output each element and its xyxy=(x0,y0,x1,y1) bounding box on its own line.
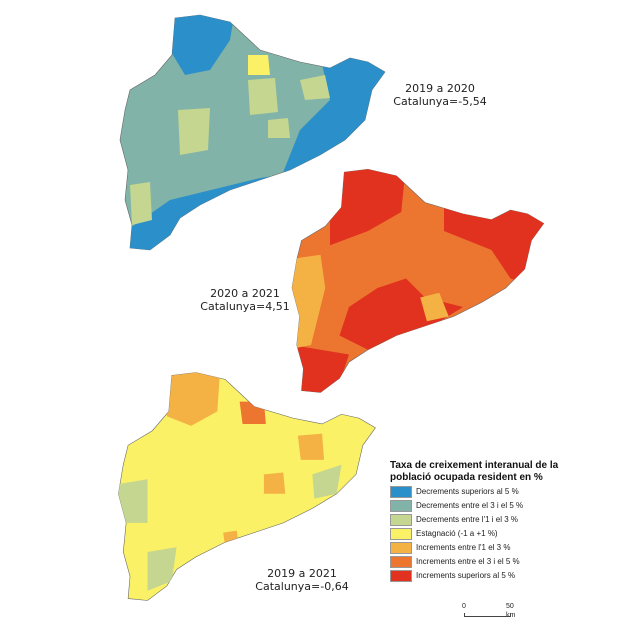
legend-label: Decrements entre el 3 i el 5 % xyxy=(416,500,524,510)
legend-label: Increments entre l'1 el 3 % xyxy=(416,542,511,552)
region xyxy=(170,15,235,75)
map-2-label: 2020 a 2021 Catalunya=4,51 xyxy=(190,287,300,313)
region xyxy=(312,464,342,499)
map-2020-2021 xyxy=(291,168,545,393)
map-3-period: 2019 a 2021 xyxy=(267,567,337,580)
legend: Taxa de creixement interanual de la pobl… xyxy=(390,460,560,582)
region xyxy=(330,169,407,246)
legend-label: Estagnació (-1 a +1 %) xyxy=(416,528,498,538)
map-1-total: Catalunya=-5,54 xyxy=(393,95,487,108)
region xyxy=(248,55,270,75)
region xyxy=(263,472,286,494)
region xyxy=(248,78,278,115)
region xyxy=(130,182,152,225)
map-2-total: Catalunya=4,51 xyxy=(200,300,290,313)
map-2-period: 2020 a 2021 xyxy=(210,287,280,300)
legend-item: Decrements entre l'1 i el 3 % xyxy=(390,513,560,526)
map-2019-2021 xyxy=(117,372,376,601)
region xyxy=(223,530,239,547)
region xyxy=(300,75,330,100)
legend-item: Decrements superiors al 5 % xyxy=(390,485,560,498)
region xyxy=(339,278,463,350)
region xyxy=(268,118,290,138)
map-1-label: 2019 a 2020 Catalunya=-5,54 xyxy=(385,82,495,108)
legend-item: Increments entre el 3 i el 5 % xyxy=(390,555,560,568)
legend-item: Estagnació (-1 a +1 %) xyxy=(390,527,560,540)
legend-label: Decrements entre l'1 i el 3 % xyxy=(416,514,519,524)
scale-end: 50 km xyxy=(506,603,516,619)
scale-bar: 0 50 km xyxy=(462,602,522,619)
map-3-label: 2019 a 2021 Catalunya=-0,64 xyxy=(247,567,357,593)
map-1-period: 2019 a 2020 xyxy=(405,82,475,95)
region xyxy=(162,372,221,426)
legend-label: Increments entre el 3 i el 5 % xyxy=(416,556,520,566)
legend-item: Increments superiors al 5 % xyxy=(390,569,560,582)
legend-swatch xyxy=(390,527,412,540)
region xyxy=(444,202,544,289)
legend-title: Taxa de creixement interanual de la pobl… xyxy=(390,460,559,483)
legend-swatch xyxy=(390,541,412,554)
map-3-total: Catalunya=-0,64 xyxy=(255,580,349,593)
legend-swatch xyxy=(390,485,412,498)
region xyxy=(297,433,325,460)
legend-label: Increments superiors al 5 % xyxy=(416,570,516,580)
region xyxy=(147,547,177,591)
region xyxy=(178,108,210,155)
legend-item: Increments entre l'1 el 3 % xyxy=(390,541,560,554)
legend-swatch xyxy=(390,513,412,526)
legend-swatch xyxy=(390,569,412,582)
scale-start: 0 xyxy=(462,603,466,610)
region xyxy=(118,479,148,523)
legend-swatch xyxy=(390,499,412,512)
region xyxy=(420,292,449,322)
legend-swatch xyxy=(390,555,412,568)
legend-label: Decrements superiors al 5 % xyxy=(416,486,519,496)
legend-item: Decrements entre el 3 i el 5 % xyxy=(390,499,560,512)
